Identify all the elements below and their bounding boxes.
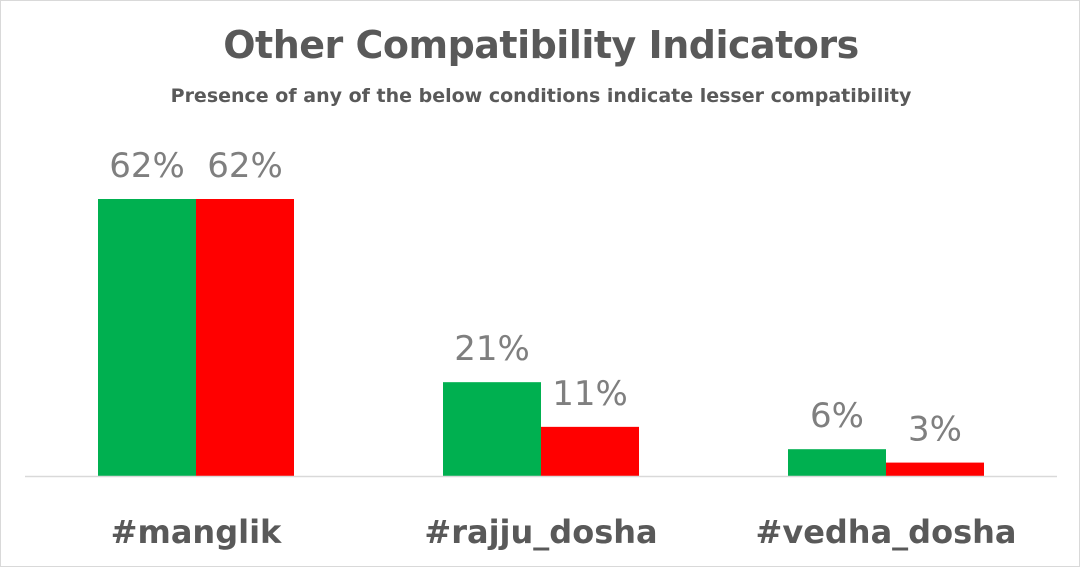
data-label: 11% xyxy=(552,374,628,414)
data-label: 62% xyxy=(109,146,185,186)
bar-vedha_dosha-series1 xyxy=(788,449,886,476)
data-label: 21% xyxy=(454,329,530,369)
bar-vedha_dosha-series2 xyxy=(886,462,984,476)
data-label: 6% xyxy=(810,396,864,436)
bar-rajju_dosha-series2 xyxy=(541,426,639,476)
category-label: #vedha_dosha xyxy=(756,513,1017,551)
bar-manglik-series1 xyxy=(98,199,196,476)
data-label: 3% xyxy=(908,410,962,450)
bar-rajju_dosha-series1 xyxy=(443,382,541,476)
category-label: #rajju_dosha xyxy=(424,513,657,551)
bar-manglik-series2 xyxy=(196,199,294,476)
chart-title: Other Compatibility Indicators xyxy=(223,23,859,67)
data-label: 62% xyxy=(207,146,283,186)
category-label: #manglik xyxy=(111,513,282,551)
chart-subtitle: Presence of any of the below conditions … xyxy=(170,85,912,107)
